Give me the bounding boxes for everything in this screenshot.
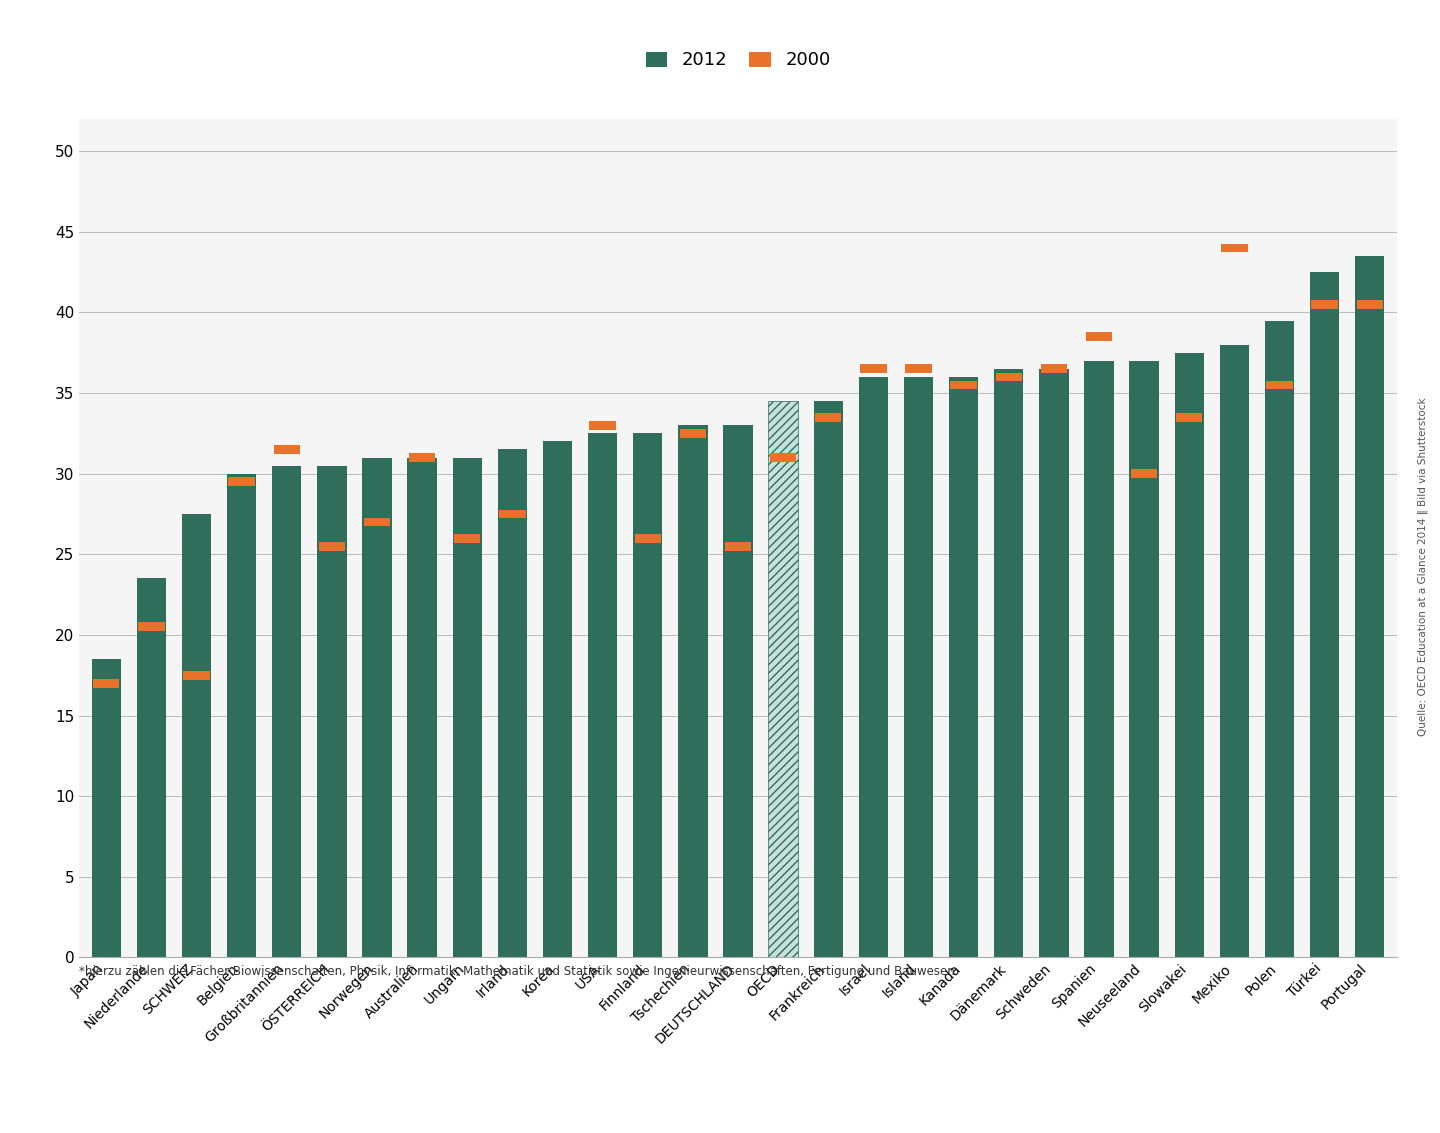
- Bar: [949, 377, 978, 957]
- Text: Männersache?: Männersache?: [84, 22, 488, 69]
- Bar: [994, 369, 1024, 957]
- Bar: [317, 466, 347, 957]
- Bar: [409, 453, 435, 462]
- Bar: [1310, 272, 1339, 957]
- Bar: [1356, 300, 1382, 309]
- Bar: [1355, 256, 1384, 957]
- Bar: [92, 659, 121, 957]
- Bar: [498, 450, 527, 957]
- Bar: [770, 453, 796, 462]
- Bar: [815, 412, 841, 421]
- Bar: [452, 458, 482, 957]
- Bar: [1266, 381, 1293, 390]
- Bar: [678, 425, 707, 957]
- Text: >>: >>: [32, 37, 82, 67]
- Bar: [408, 458, 436, 957]
- Bar: [589, 420, 616, 429]
- Bar: [1130, 469, 1158, 478]
- Bar: [1220, 344, 1248, 957]
- Bar: [858, 377, 888, 957]
- Bar: [724, 542, 752, 551]
- Bar: [1041, 365, 1067, 373]
- Bar: [860, 365, 887, 373]
- Bar: [1312, 300, 1338, 309]
- Bar: [274, 445, 300, 454]
- Bar: [543, 442, 572, 957]
- Bar: [1176, 412, 1202, 421]
- Bar: [906, 365, 932, 373]
- Bar: [1264, 321, 1295, 957]
- Legend: 2012, 2000: 2012, 2000: [638, 44, 838, 77]
- Bar: [137, 579, 166, 957]
- Bar: [364, 518, 390, 527]
- Bar: [995, 373, 1022, 382]
- Bar: [1175, 352, 1204, 957]
- Bar: [138, 622, 164, 631]
- Bar: [950, 381, 976, 390]
- Bar: [769, 401, 798, 957]
- Bar: [1084, 360, 1113, 957]
- Bar: [181, 514, 212, 957]
- Bar: [904, 377, 933, 957]
- Bar: [1040, 369, 1068, 957]
- Bar: [635, 534, 661, 543]
- Bar: [183, 671, 210, 680]
- Text: Quelle: OECD Education at a Glance 2014 ‖ Bild via Shutterstock: Quelle: OECD Education at a Glance 2014 …: [1417, 398, 1428, 735]
- Bar: [723, 425, 753, 957]
- Bar: [363, 458, 392, 957]
- Bar: [588, 434, 618, 957]
- Bar: [814, 401, 842, 957]
- Bar: [680, 429, 706, 437]
- Bar: [229, 477, 255, 486]
- Text: *hierzu zählen die Fächer Biowissenschaften, Physik, Informatik, Mathematik und : *hierzu zählen die Fächer Biowissenschaf…: [79, 965, 959, 978]
- Bar: [272, 466, 301, 957]
- Bar: [454, 534, 481, 543]
- Bar: [228, 474, 256, 957]
- Bar: [94, 679, 120, 688]
- Bar: [1086, 332, 1112, 341]
- Bar: [1129, 360, 1159, 957]
- Text: Anteil der Uniabsolventinnen in MINT-Fächern*, in Prozent, 2000 und 2012: Anteil der Uniabsolventinnen in MINT-Fäc…: [84, 95, 701, 113]
- Bar: [634, 434, 662, 957]
- Bar: [1221, 244, 1247, 253]
- Bar: [500, 510, 526, 519]
- Bar: [318, 542, 346, 551]
